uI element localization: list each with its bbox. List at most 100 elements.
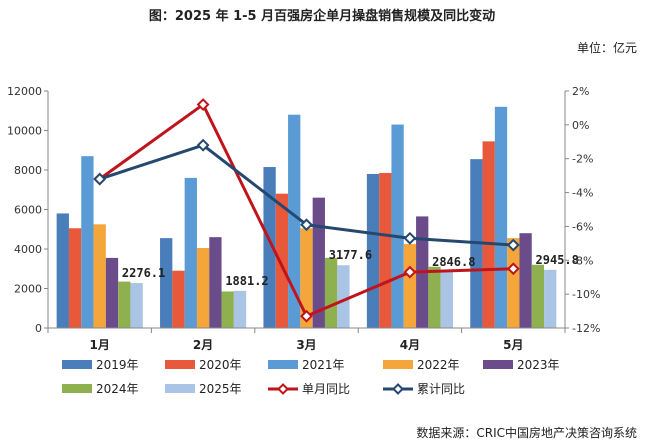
left-tick-label: 0 bbox=[35, 322, 42, 335]
right-tick-label: 2% bbox=[572, 85, 589, 98]
bar-2020年-5月 bbox=[482, 141, 495, 328]
bar-2025年-4月 bbox=[440, 271, 453, 328]
legend-item: 2024年 bbox=[62, 382, 139, 396]
category-label: 2月 bbox=[193, 338, 213, 352]
bar-2022年-1月 bbox=[93, 224, 106, 328]
legend-label: 累计同比 bbox=[417, 382, 465, 396]
legend-label: 2020年 bbox=[199, 358, 242, 372]
bar-2019年-2月 bbox=[160, 238, 173, 328]
bar-series-group bbox=[56, 106, 557, 328]
legend-marker bbox=[277, 383, 289, 395]
unit-label: 单位：亿元 bbox=[577, 40, 637, 55]
bar-2024年-4月 bbox=[428, 266, 441, 328]
legend-swatch bbox=[62, 360, 92, 369]
bar-2020年-3月 bbox=[275, 193, 289, 328]
legend-item: 2023年 bbox=[483, 358, 560, 372]
legend-swatch bbox=[165, 384, 195, 393]
legend-item: 累计同比 bbox=[383, 382, 465, 396]
legend-label: 2022年 bbox=[417, 358, 460, 372]
bar-2024年-1月 bbox=[118, 281, 131, 328]
category-label: 3月 bbox=[296, 338, 316, 352]
bar-2022年-2月 bbox=[196, 248, 210, 328]
marker-单月同比-5月 bbox=[506, 262, 520, 276]
bar-2021年-5月 bbox=[494, 106, 508, 328]
marker-累计同比-3月 bbox=[300, 218, 313, 232]
marker-单月同比-4月 bbox=[403, 265, 417, 279]
bar-2023年-5月 bbox=[519, 233, 532, 328]
legend-label: 2021年 bbox=[302, 358, 345, 372]
legend-item: 2025年 bbox=[165, 382, 242, 396]
right-tick-label: -10% bbox=[572, 288, 600, 301]
bar-2025年-5月 bbox=[544, 269, 557, 328]
bar-2021年-3月 bbox=[288, 114, 301, 328]
legend-swatch bbox=[268, 360, 298, 369]
marker-累计同比-1月 bbox=[93, 172, 107, 186]
bar-2025年-3月 bbox=[337, 265, 350, 328]
marker-单月同比-2月 bbox=[196, 98, 210, 111]
legend-item: 2021年 bbox=[268, 358, 345, 372]
left-tick-label: 12000 bbox=[7, 85, 42, 98]
marker-累计同比-4月 bbox=[403, 231, 417, 245]
bar-2023年-3月 bbox=[312, 197, 325, 328]
bar-2019年-1月 bbox=[56, 213, 69, 328]
right-tick-label: 0% bbox=[572, 119, 589, 132]
data-label-2025: 1881.2 bbox=[225, 274, 268, 288]
marker-累计同比-2月 bbox=[196, 138, 210, 152]
legend-label: 单月同比 bbox=[302, 382, 350, 396]
bar-2022年-4月 bbox=[403, 244, 417, 328]
left-tick-label: 6000 bbox=[14, 204, 42, 217]
data-label-2025: 3177.6 bbox=[329, 248, 372, 262]
legend-item: 2019年 bbox=[62, 358, 139, 372]
chart-title: 图：2025 年 1-5 月百强房企单月操盘销售规模及同比变动 bbox=[149, 8, 495, 24]
data-label-2025: 2846.8 bbox=[432, 255, 475, 269]
legend-label: 2024年 bbox=[96, 382, 139, 396]
right-tick-label: -12% bbox=[572, 322, 600, 335]
category-label: 4月 bbox=[400, 338, 420, 352]
left-tick-label: 4000 bbox=[14, 243, 42, 256]
bar-2020年-2月 bbox=[172, 270, 185, 328]
right-tick-label: -4% bbox=[572, 187, 593, 200]
legend-item: 单月同比 bbox=[268, 382, 350, 396]
legend-label: 2025年 bbox=[199, 382, 242, 396]
legend-label: 2019年 bbox=[96, 358, 139, 372]
legend: 2019年 2020年 2021年 2022年 2023年 2024年 2025年 单月同比 累… bbox=[62, 358, 560, 396]
bar-2020年-1月 bbox=[68, 228, 82, 328]
data-label-2025: 2276.1 bbox=[122, 266, 165, 280]
bar-2020年-4月 bbox=[379, 172, 392, 328]
right-tick-label: -6% bbox=[572, 220, 593, 233]
marker-单月同比-3月 bbox=[300, 309, 313, 323]
bar-2024年-5月 bbox=[531, 264, 545, 328]
bar-2023年-1月 bbox=[105, 257, 119, 328]
bar-2021年-1月 bbox=[81, 156, 94, 328]
legend-item: 2022年 bbox=[383, 358, 460, 372]
category-label: 1月 bbox=[90, 338, 110, 352]
bar-2023年-2月 bbox=[209, 237, 222, 328]
bar-2025年-2月 bbox=[233, 290, 247, 328]
bar-2021年-4月 bbox=[391, 124, 404, 328]
data-label-2025: 2945.8 bbox=[536, 253, 579, 267]
bar-2019年-3月 bbox=[263, 167, 276, 328]
source-note: 数据来源：CRIC中国房地产决策咨询系统 bbox=[416, 425, 637, 440]
line-series-group bbox=[93, 98, 520, 323]
left-tick-label: 2000 bbox=[14, 283, 42, 296]
right-tick-label: -8% bbox=[572, 254, 593, 267]
bar-2024年-3月 bbox=[324, 257, 338, 328]
legend-swatch bbox=[165, 360, 195, 369]
bar-2022年-3月 bbox=[300, 228, 313, 328]
bar-2025年-1月 bbox=[130, 283, 143, 328]
bar-2021年-2月 bbox=[184, 177, 197, 328]
legend-item: 2020年 bbox=[165, 358, 242, 372]
marker-累计同比-5月 bbox=[506, 238, 520, 252]
category-label: 5月 bbox=[503, 338, 523, 352]
data-label-group: 2276.1 1881.2 3177.6 2846.8 2945.8 bbox=[122, 248, 579, 288]
legend-swatch bbox=[483, 360, 513, 369]
axes: 0 2000 4000 6000 8000 10000 12000 -12% -10% -8% -6… bbox=[7, 85, 600, 352]
bar-2022年-5月 bbox=[507, 238, 520, 328]
bar-2024年-2月 bbox=[221, 291, 234, 328]
left-tick-label: 10000 bbox=[7, 125, 42, 138]
left-tick-label: 8000 bbox=[14, 164, 42, 177]
legend-label: 2023年 bbox=[517, 358, 560, 372]
legend-marker bbox=[392, 383, 404, 395]
right-tick-label: -2% bbox=[572, 153, 593, 166]
